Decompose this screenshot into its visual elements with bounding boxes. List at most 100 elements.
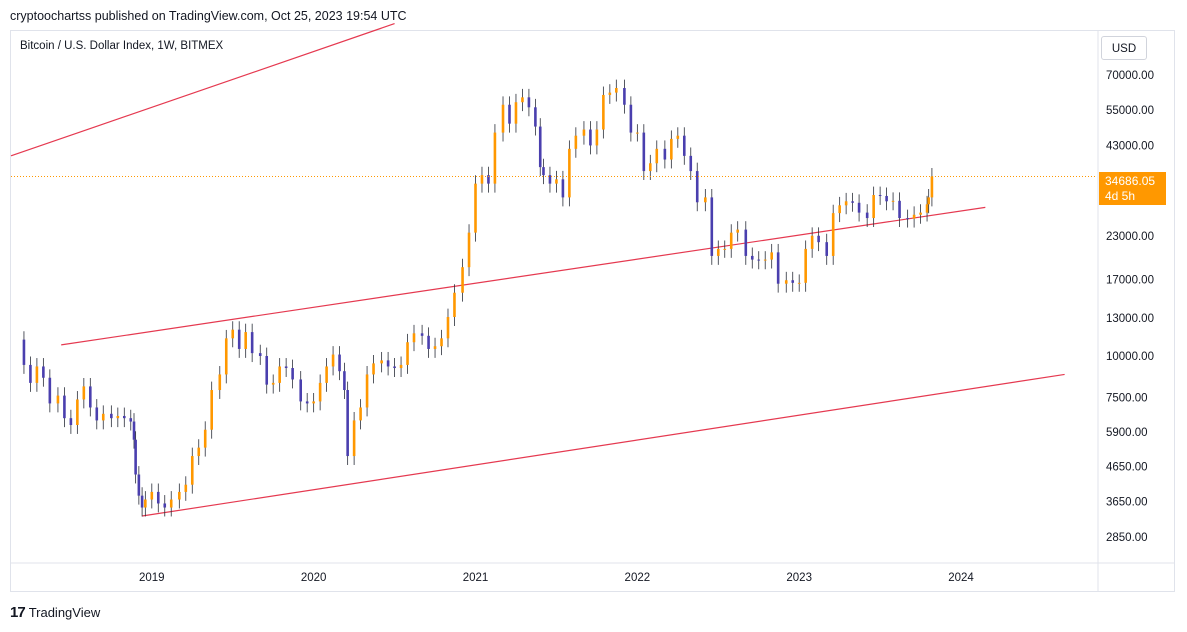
candle-body [22, 339, 26, 365]
candle-body [723, 248, 727, 250]
candle-body [493, 132, 497, 184]
candle-body [210, 390, 213, 430]
candle-body [116, 415, 120, 419]
candle-body [218, 374, 222, 391]
candle-body [231, 329, 235, 339]
candle-body [891, 200, 895, 202]
candle-body [461, 267, 464, 293]
candle-body [710, 197, 714, 256]
time-tick-label: 2020 [301, 572, 327, 584]
candle-body [704, 197, 707, 203]
candle-body [35, 366, 39, 383]
candle-body [140, 495, 144, 508]
candle-body [615, 88, 618, 93]
candle-body [521, 97, 524, 103]
candle-body [791, 280, 795, 283]
candle-series [22, 79, 934, 517]
candle-body [338, 354, 341, 372]
candle-body [568, 148, 571, 198]
candle-body [729, 232, 733, 249]
candle-body [82, 386, 86, 400]
candle-body [919, 212, 922, 215]
candle-body [670, 138, 673, 160]
candle-body [446, 317, 450, 339]
candle-body [312, 401, 315, 404]
candle-body [129, 418, 133, 422]
candle-body [203, 429, 207, 448]
candle-body [412, 333, 416, 343]
candle-body [184, 484, 188, 492]
candle-body [763, 259, 767, 261]
candle-body [137, 474, 141, 496]
candle-body [291, 368, 294, 380]
channel-line-lower[interactable] [142, 373, 1065, 517]
candle-body [872, 195, 875, 219]
currency-button[interactable]: USD [1101, 36, 1147, 60]
candle-body [898, 200, 901, 219]
candle-body [427, 335, 430, 349]
channel-line-middle[interactable] [61, 206, 986, 346]
candle-body [838, 205, 841, 214]
candle-body [132, 421, 136, 440]
candle-body [440, 338, 443, 347]
candle-body [190, 456, 194, 485]
candle-body [48, 377, 52, 404]
candle-body [648, 163, 652, 172]
candle-body [784, 280, 788, 284]
candle-body [453, 292, 456, 318]
time-tick-label: 2023 [786, 572, 812, 584]
candle-body [776, 252, 780, 284]
candle-body [244, 332, 247, 349]
symbol-title: Bitcoin / U.S. Dollar Index, 1W, BITMEX [20, 40, 224, 52]
candle-body [655, 148, 659, 164]
candle-body [508, 104, 511, 124]
candle-body [682, 135, 686, 156]
bar-countdown: 4d 5h [1105, 189, 1136, 203]
tradingview-logo-icon: 17 [10, 604, 26, 621]
candle-body [265, 355, 269, 385]
candle-body [284, 366, 288, 369]
candle-body [595, 129, 599, 146]
candle-body [663, 148, 667, 160]
candle-body [851, 201, 854, 203]
candle-body [906, 218, 909, 220]
price-tick-label: 2850.00 [1106, 532, 1148, 544]
candle-body [331, 354, 335, 367]
candle-body [716, 248, 720, 256]
candle-body [831, 213, 835, 256]
price-tick-label: 5900.00 [1106, 427, 1148, 439]
candle-body [857, 202, 861, 213]
candle-body [386, 360, 390, 367]
channel-line-upper[interactable] [10, 23, 395, 157]
candle-body [925, 204, 929, 213]
candle-body [178, 491, 181, 500]
candle-body [750, 255, 754, 260]
chart-frame [10, 30, 1175, 592]
publish-caption: cryptoochartss published on TradingView.… [10, 9, 407, 23]
candle-body [695, 171, 699, 203]
candle-body [393, 366, 396, 369]
time-tick-label: 2021 [463, 572, 489, 584]
price-tick-label: 43000.00 [1106, 140, 1154, 152]
candle-body [56, 395, 60, 404]
candle-body [927, 197, 930, 205]
candle-body [689, 155, 693, 172]
candle-body [352, 420, 356, 457]
candle-body [542, 167, 545, 176]
candle-body [501, 104, 505, 133]
candle-body [224, 338, 228, 375]
candle-body [467, 232, 471, 268]
candle-body [817, 235, 820, 243]
candle-body [299, 379, 303, 402]
candle-body [399, 364, 403, 369]
last-price-tag: 34686.05 4d 5h [1099, 172, 1166, 205]
candle-body [623, 88, 626, 105]
candle-body [636, 132, 639, 134]
candle-body [676, 135, 680, 139]
time-tick-label: 2019 [139, 572, 165, 584]
footer-brand[interactable]: 17 TradingView [10, 604, 100, 621]
candle-body [365, 374, 369, 408]
candle-body [878, 195, 882, 197]
brand-name: TradingView [28, 605, 101, 620]
